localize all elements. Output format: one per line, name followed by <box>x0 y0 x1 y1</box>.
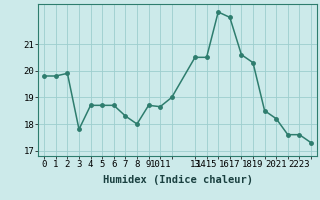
X-axis label: Humidex (Indice chaleur): Humidex (Indice chaleur) <box>103 175 252 185</box>
